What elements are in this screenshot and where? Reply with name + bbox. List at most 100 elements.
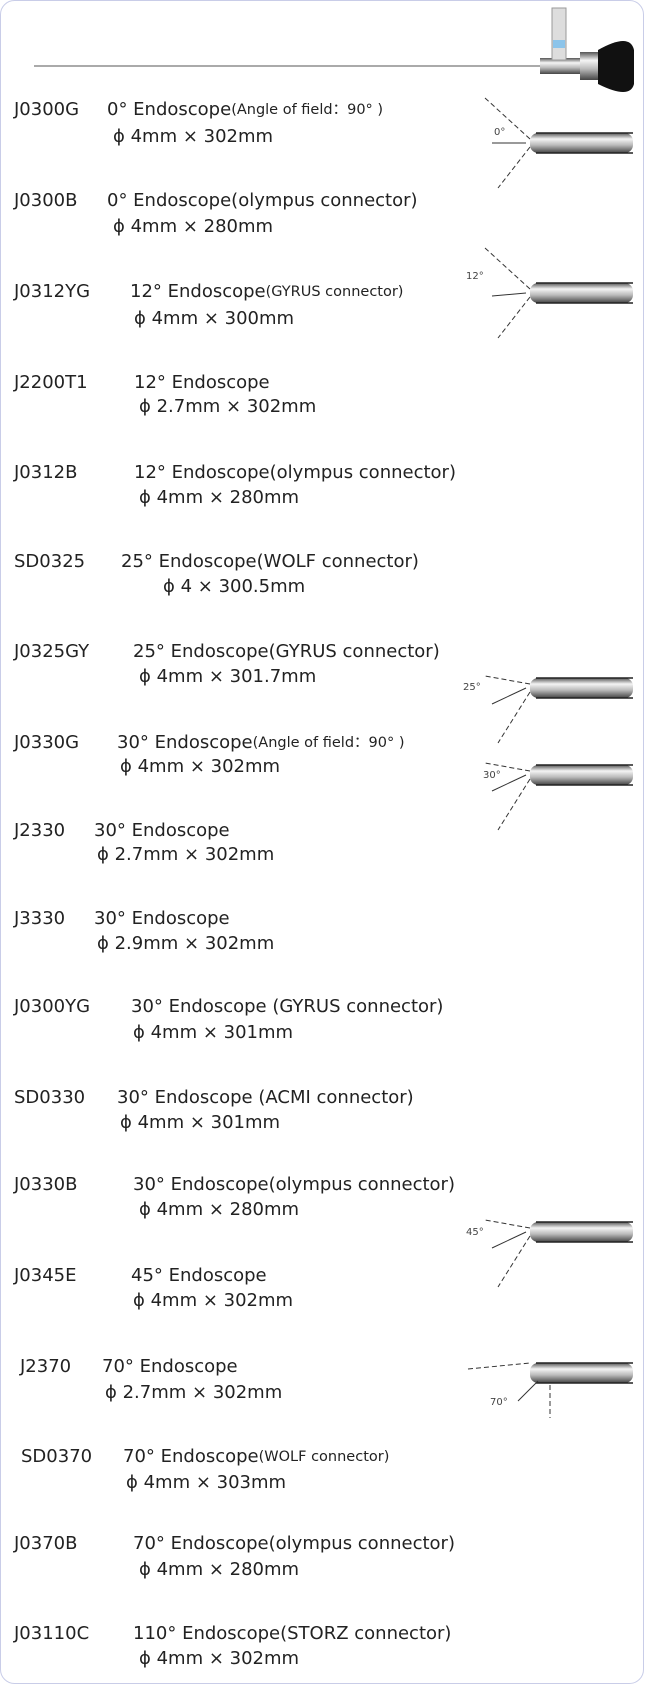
product-size: ϕ 4 × 300.5mm <box>163 576 305 597</box>
product-code: J03110C <box>13 1623 89 1644</box>
tip-diagram: 0° <box>484 97 633 189</box>
product-description: 0° Endoscope(Angle of field：90° ) <box>107 99 383 120</box>
product-description: 30° Endoscope(olympus connector) <box>133 1174 455 1195</box>
product-description: 25° Endoscope(WOLF connector) <box>121 551 419 572</box>
fov-line <box>484 247 531 290</box>
product-code: J3330 <box>13 908 65 929</box>
fov-line <box>484 675 531 685</box>
product-description: 0° Endoscope(olympus connector) <box>107 190 418 211</box>
product-description: 30° Endoscope <box>94 908 230 929</box>
angle-label: 30° <box>483 770 501 781</box>
description-main: 30° Endoscope(olympus connector) <box>133 1174 455 1195</box>
description-main: 30° Endoscope (ACMI connector) <box>117 1087 414 1108</box>
product-code: SD0330 <box>14 1087 85 1108</box>
product-code: J0345E <box>13 1265 77 1286</box>
description-main: 110° Endoscope(STORZ connector) <box>133 1623 451 1644</box>
description-note: (GYRUS connector) <box>266 284 404 300</box>
description-main: 25° Endoscope(GYRUS connector) <box>133 641 440 662</box>
fov-line <box>497 691 531 744</box>
description-main: 0° Endoscope(olympus connector) <box>107 190 418 211</box>
view-arrow <box>491 774 527 792</box>
description-main: 25° Endoscope(WOLF connector) <box>121 551 419 572</box>
description-main: 30° Endoscope <box>117 732 253 753</box>
product-code: J0330B <box>13 1174 77 1195</box>
tip-diagram: 45° <box>466 1219 633 1288</box>
product-size: ϕ 4mm × 302mm <box>113 126 273 147</box>
product-description: 30° Endoscope <box>94 820 230 841</box>
product-code: J0300YG <box>13 996 90 1017</box>
product-size: ϕ 2.7mm × 302mm <box>105 1382 282 1403</box>
tube <box>530 1222 633 1242</box>
tube <box>530 678 633 698</box>
product-size: ϕ 4mm × 301.7mm <box>139 666 316 687</box>
description-main: 70° Endoscope <box>102 1356 238 1377</box>
tip-diagram: 25° <box>463 675 633 744</box>
description-main: 12° Endoscope <box>130 281 266 302</box>
tube <box>530 1363 633 1383</box>
product-code: J0370B <box>13 1533 77 1554</box>
view-arrow <box>491 292 527 297</box>
description-main: 12° Endoscope(olympus connector) <box>134 462 456 483</box>
product-size: ϕ 4mm × 301mm <box>133 1022 293 1043</box>
tip-diagram: 12° <box>466 247 633 339</box>
product-size: ϕ 2.7mm × 302mm <box>97 844 274 865</box>
product-code: J0300B <box>13 190 77 211</box>
product-size: ϕ 4mm × 280mm <box>139 1559 299 1580</box>
tube <box>530 765 633 785</box>
product-code: J0325GY <box>13 641 90 662</box>
angle-label: 12° <box>466 271 484 282</box>
product-code: J0312YG <box>13 281 90 302</box>
product-size: ϕ 4mm × 302mm <box>133 1290 293 1311</box>
product-code: SD0325 <box>14 551 85 572</box>
angle-label: 0° <box>494 127 505 138</box>
product-size: ϕ 4mm × 280mm <box>113 216 273 237</box>
product-code: J0300G <box>13 99 79 120</box>
angle-label: 70° <box>490 1397 508 1408</box>
description-main: 70° Endoscope <box>123 1446 259 1467</box>
product-size: ϕ 4mm × 280mm <box>139 487 299 508</box>
description-main: 30° Endoscope <box>94 908 230 929</box>
description-note: (Angle of field：90° ) <box>253 735 405 751</box>
product-code: J0312B <box>13 462 77 483</box>
product-description: 12° Endoscope(olympus connector) <box>134 462 456 483</box>
tip-diagram: 30° <box>483 762 633 831</box>
fov-line <box>497 296 531 339</box>
fov-line <box>484 97 531 140</box>
product-description: 45° Endoscope <box>131 1265 267 1286</box>
product-description: 12° Endoscope(GYRUS connector) <box>130 281 403 302</box>
product-description: 110° Endoscope(STORZ connector) <box>133 1623 451 1644</box>
product-code: J2330 <box>13 820 65 841</box>
product-size: ϕ 4mm × 302mm <box>120 756 280 777</box>
product-code: J0330G <box>13 732 79 753</box>
description-note: (WOLF connector) <box>259 1449 390 1465</box>
angle-label: 25° <box>463 682 481 693</box>
description-note: (Angle of field：90° ) <box>231 102 383 118</box>
product-description: 70° Endoscope(WOLF connector) <box>123 1446 389 1467</box>
product-description: 70° Endoscope(olympus connector) <box>133 1533 455 1554</box>
product-description: 30° Endoscope (ACMI connector) <box>117 1087 414 1108</box>
product-code: SD0370 <box>21 1446 92 1467</box>
tube <box>530 283 633 303</box>
angle-label: 45° <box>466 1227 484 1238</box>
view-arrow <box>491 1231 527 1249</box>
tube <box>530 133 633 153</box>
fov-line <box>497 1235 531 1288</box>
product-description: 30° Endoscope(Angle of field：90° ) <box>117 732 405 753</box>
product-description: 12° Endoscope <box>134 372 270 393</box>
fov-line <box>467 1362 531 1370</box>
tip-diagram: 70° <box>467 1362 633 1418</box>
product-size: ϕ 4mm × 302mm <box>139 1648 299 1669</box>
product-size: ϕ 2.7mm × 302mm <box>139 396 316 417</box>
fov-line <box>497 778 531 831</box>
product-description: 30° Endoscope (GYRUS connector) <box>131 996 443 1017</box>
description-main: 12° Endoscope <box>134 372 270 393</box>
product-code: J2200T1 <box>13 372 88 393</box>
product-size: ϕ 4mm × 301mm <box>120 1112 280 1133</box>
description-main: 70° Endoscope(olympus connector) <box>133 1533 455 1554</box>
description-main: 30° Endoscope (GYRUS connector) <box>131 996 443 1017</box>
product-description: 70° Endoscope <box>102 1356 238 1377</box>
product-size: ϕ 2.9mm × 302mm <box>97 933 274 954</box>
product-description: 25° Endoscope(GYRUS connector) <box>133 641 440 662</box>
